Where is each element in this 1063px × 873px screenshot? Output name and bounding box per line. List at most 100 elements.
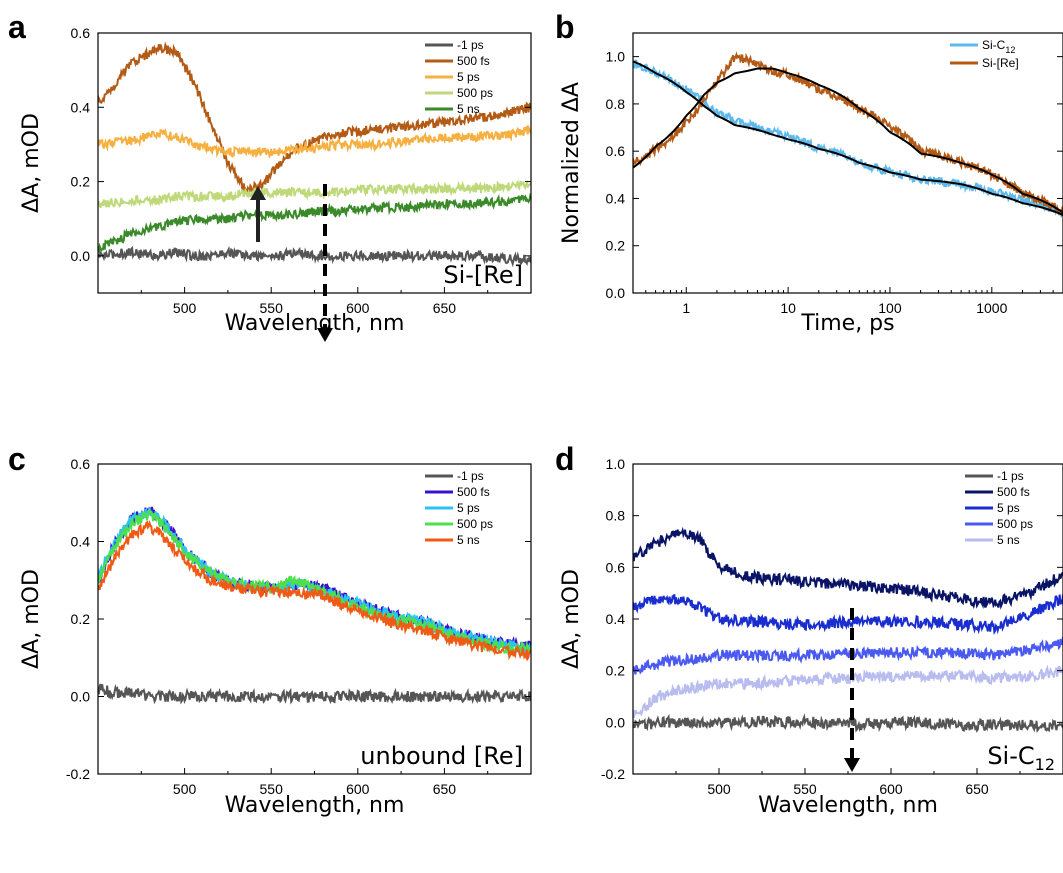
legend-label: -1 ps bbox=[457, 469, 484, 483]
y-tick-label: 0.4 bbox=[606, 190, 626, 206]
sample-label: Si-C12 bbox=[987, 742, 1055, 774]
x-tick-label: 650 bbox=[433, 781, 457, 797]
panel-a-rise-arrow bbox=[250, 186, 266, 242]
x-tick-label: 650 bbox=[965, 781, 989, 797]
y-tick-label: 0.6 bbox=[606, 143, 626, 159]
legend-label: 500 ps bbox=[457, 517, 493, 531]
legend-label: -1 ps bbox=[997, 469, 1024, 483]
y-tick-label: 0.2 bbox=[71, 611, 91, 627]
legend-label: 5 ns bbox=[997, 533, 1020, 547]
x-axis-title: Time, ps bbox=[800, 311, 894, 336]
series-line--1-ps bbox=[633, 713, 1063, 734]
legend-label: 5 ns bbox=[457, 102, 480, 116]
x-tick-label: 550 bbox=[260, 781, 284, 797]
series-line-500-fs bbox=[633, 526, 1063, 610]
series-group bbox=[98, 41, 531, 268]
y-axis-title: ΔA, mOD bbox=[19, 113, 44, 213]
series-line-500-ps bbox=[633, 636, 1063, 675]
y-tick-label: 1.0 bbox=[606, 456, 626, 472]
y-tick-label: 0.0 bbox=[71, 248, 91, 264]
legend-label: 500 fs bbox=[997, 485, 1030, 499]
series-line-5-ps bbox=[98, 124, 531, 159]
panel-a: a 500 550 600 650 0.0 0.2 0.4 0.6 Wavelength, nm Δ… bbox=[8, 9, 532, 336]
y-tick-label: 0.8 bbox=[606, 508, 626, 524]
legend-label: Si-[Re] bbox=[982, 56, 1019, 70]
x-tick-label: 550 bbox=[260, 300, 284, 316]
legend-label: 500 fs bbox=[457, 54, 490, 68]
x-tick-label: 10 bbox=[780, 300, 796, 316]
x-tick-label: 600 bbox=[346, 781, 370, 797]
x-axis-title: Wavelength, nm bbox=[225, 793, 405, 818]
series-line--1-ps bbox=[98, 683, 531, 705]
panel-b: b 1 10 100 1000 0.0 0.2 0.4 0.6 0.8 1.0 Time, ps Nor… bbox=[555, 9, 1063, 336]
legend-label: 5 ps bbox=[457, 501, 480, 515]
legend-label: 5 ps bbox=[997, 501, 1020, 515]
y-tick-label: -0.2 bbox=[66, 766, 90, 782]
panel-letter-c: c bbox=[8, 441, 26, 477]
panel-d-decay-arrow bbox=[844, 608, 860, 772]
y-tick-label: 0.0 bbox=[71, 689, 91, 705]
y-tick-label: 0.0 bbox=[606, 285, 626, 301]
panel-a-decay-arrow bbox=[317, 184, 333, 342]
y-tick-label: 1.0 bbox=[606, 49, 626, 65]
y-tick-label: 0.2 bbox=[606, 238, 626, 254]
series-line-5-ns bbox=[98, 519, 531, 662]
x-tick-label: 650 bbox=[433, 300, 457, 316]
fit-line-0 bbox=[633, 60, 1063, 216]
series-group bbox=[633, 526, 1063, 734]
panel-letter-b: b bbox=[555, 9, 575, 45]
x-tick-label: 550 bbox=[793, 781, 817, 797]
y-tick-label: 0.4 bbox=[71, 99, 91, 115]
y-tick-label: 0.2 bbox=[71, 174, 91, 190]
series-group bbox=[98, 506, 531, 705]
panel-c: c 500 550 600 650 -0.2 0.0 0.2 0.4 0.6 Wavelength,… bbox=[8, 441, 532, 818]
legend-label: -1 ps bbox=[457, 38, 484, 52]
series-line-si-c12 bbox=[633, 59, 1063, 219]
x-tick-label: 500 bbox=[173, 781, 197, 797]
series-line-5-ns bbox=[633, 664, 1063, 719]
y-tick-label: 0.6 bbox=[71, 25, 91, 41]
y-tick-label: 0.0 bbox=[606, 714, 626, 730]
x-axis-title: Wavelength, nm bbox=[758, 793, 938, 818]
legend-label: 500 ps bbox=[457, 86, 493, 100]
y-tick-label: 0.8 bbox=[606, 96, 626, 112]
series-group bbox=[633, 51, 1063, 219]
y-axis-title: ΔA, mOD bbox=[559, 569, 584, 669]
y-tick-label: 0.4 bbox=[71, 534, 91, 550]
series-line-5-ns bbox=[98, 192, 531, 253]
y-tick-label: 0.6 bbox=[606, 559, 626, 575]
legend-label: Si-C12 bbox=[982, 38, 1015, 55]
legend-label: 5 ps bbox=[457, 70, 480, 84]
series-line-500-ps bbox=[98, 509, 531, 656]
x-axis-title: Wavelength, nm bbox=[225, 311, 405, 336]
legend-label: 500 ps bbox=[997, 517, 1033, 531]
x-tick-label: 100 bbox=[878, 300, 902, 316]
panel-letter-a: a bbox=[8, 9, 26, 45]
y-axis-title: ΔA, mOD bbox=[19, 569, 44, 669]
x-tick-label: 500 bbox=[173, 300, 197, 316]
series-line-500-fs bbox=[98, 41, 531, 195]
x-tick-label: 1000 bbox=[976, 300, 1007, 316]
series-line--1-ps bbox=[98, 245, 531, 268]
plot-frame bbox=[632, 32, 1063, 294]
x-tick-label: 600 bbox=[346, 300, 370, 316]
sample-label: Si-[Re] bbox=[443, 261, 523, 289]
fit-line-1 bbox=[633, 67, 1063, 214]
y-tick-label: 0.6 bbox=[71, 456, 91, 472]
legend: -1 ps 500 fs 5 ps 500 ps 5 ns bbox=[425, 469, 493, 547]
y-tick-label: -0.2 bbox=[601, 766, 625, 782]
panel-d: d 500 550 600 650 -0.2 0.0 0.2 0.4 0.6 0.8 1.0 Wavel… bbox=[555, 441, 1063, 818]
x-tick-label: 500 bbox=[707, 781, 731, 797]
series-line-500-ps bbox=[98, 179, 531, 209]
series-line-5-ps bbox=[633, 594, 1063, 635]
legend-label: 5 ns bbox=[457, 533, 480, 547]
legend-label: 500 fs bbox=[457, 485, 490, 499]
panel-letter-d: d bbox=[555, 441, 575, 477]
x-tick-label: 1 bbox=[682, 300, 690, 316]
y-tick-label: 0.2 bbox=[606, 663, 626, 679]
x-tick-label: 600 bbox=[879, 781, 903, 797]
y-tick-label: 0.4 bbox=[606, 611, 626, 627]
legend: -1 ps 500 fs 5 ps 500 ps 5 ns bbox=[425, 38, 493, 116]
